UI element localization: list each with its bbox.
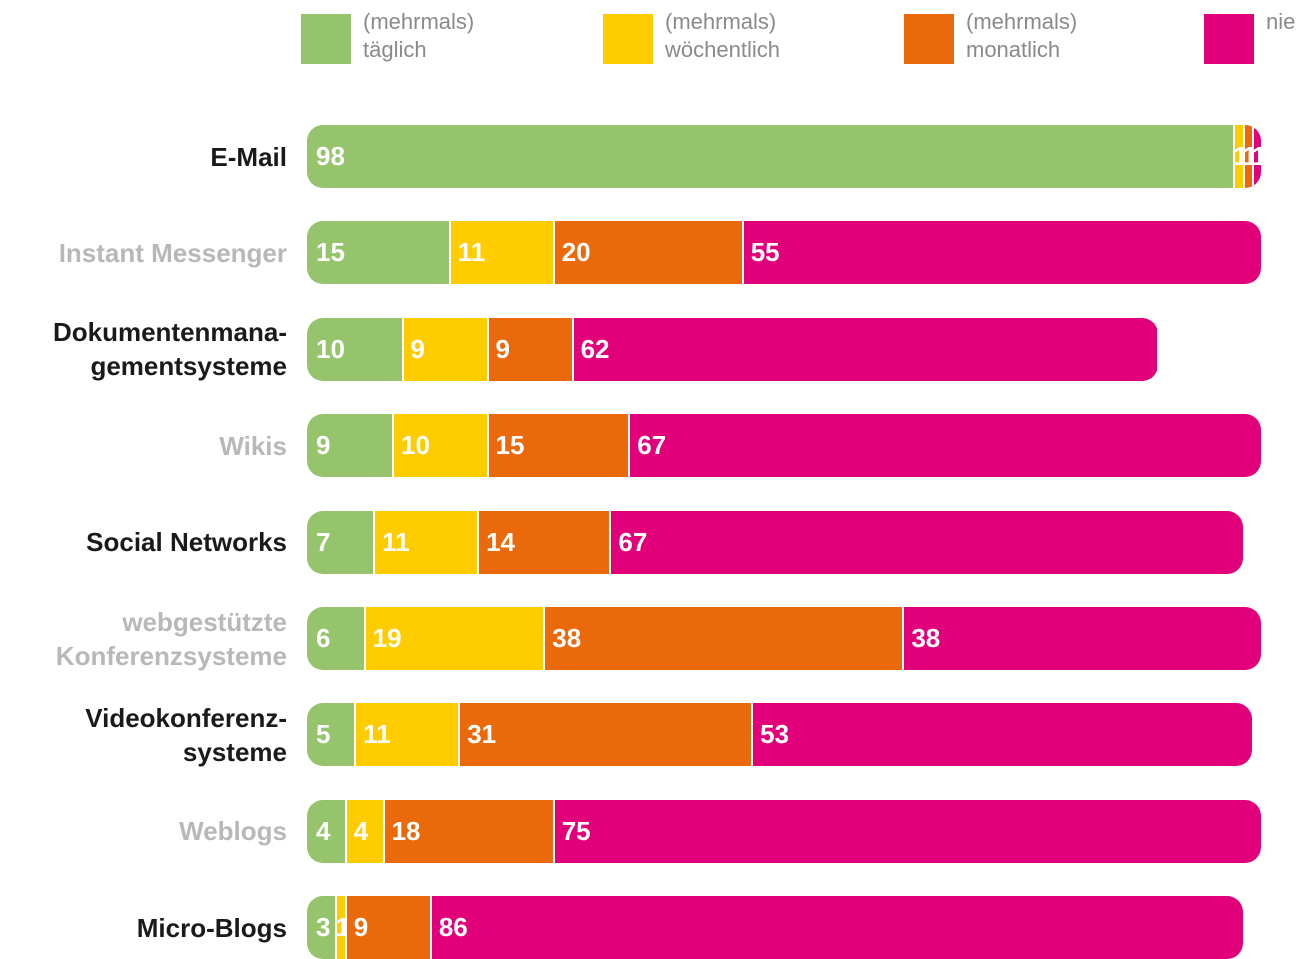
bar-segment (307, 703, 355, 767)
category-label: Dokumentenmana- gementsysteme (52, 317, 287, 382)
bar-row: 6 19 38 38 (307, 607, 1262, 670)
bar-row: 5 11 31 53 (307, 703, 1252, 767)
bar-segment (307, 317, 402, 381)
value-label: 18 (391, 815, 421, 846)
bar-segment (486, 414, 629, 478)
value-label: 15 (495, 430, 525, 461)
bar-segment (307, 510, 374, 574)
value-label: 53 (760, 719, 790, 750)
value-label: 7 (316, 526, 331, 557)
value-label: 11 (363, 719, 391, 750)
value-label: 19 (372, 623, 402, 653)
bar-row: 4 4 18 75 (307, 799, 1262, 863)
bar-segment (307, 607, 364, 670)
legend-swatch (904, 14, 954, 64)
value-label: 75 (561, 815, 591, 846)
bar-segment (448, 221, 553, 285)
bar-segment (307, 414, 393, 478)
bar-segment (1252, 125, 1262, 188)
bar-row: 15 11 20 55 (307, 221, 1262, 285)
bar-segment (543, 607, 903, 670)
bar-segment (392, 414, 487, 478)
value-label: 38 (552, 623, 582, 653)
bar-segment (363, 607, 544, 670)
value-label: 15 (316, 237, 345, 268)
bar-row: 98 1 1 1 (307, 125, 1262, 188)
value-label: 9 (495, 333, 511, 364)
value-label: 98 (316, 141, 345, 171)
value-label: 10 (401, 430, 430, 461)
bar-segment (335, 896, 345, 959)
legend-swatch (301, 14, 351, 64)
legend-label: (mehrmals) wöchentlich (665, 9, 780, 62)
bar-row: 10 9 9 62 (307, 317, 1158, 381)
category-label: Social Networks (86, 527, 287, 558)
category-label: Micro-Blogs (136, 912, 287, 943)
value-label: 9 (410, 333, 425, 364)
bar-segment (477, 510, 610, 574)
bar-segment (609, 510, 1243, 574)
bar-segment (458, 703, 752, 767)
bar-segment (552, 221, 742, 285)
value-label: 67 (618, 526, 648, 557)
category-label: Instant Messenger (58, 237, 287, 268)
value-label: 31 (467, 719, 497, 750)
bar-segment (307, 896, 336, 959)
bar-segment (354, 703, 459, 767)
bar-segment (382, 799, 553, 863)
legend-label: nie (1266, 9, 1296, 34)
value-label: 10 (316, 333, 345, 364)
bar-row: 9 10 15 67 (307, 414, 1262, 478)
bar-segment (1233, 125, 1243, 188)
value-label: 55 (750, 237, 780, 268)
bar-segment (486, 317, 572, 381)
category-label: Weblogs (179, 816, 287, 847)
value-label: 9 (316, 430, 331, 461)
bar-segment (344, 799, 383, 863)
bar-segment (307, 799, 345, 863)
bar-segment (401, 317, 487, 381)
value-label: 67 (637, 430, 667, 461)
bar-segment (344, 896, 430, 959)
bar-segment (1242, 125, 1252, 188)
bar-segment (571, 317, 1158, 381)
bar-row: 3 1 9 86 (307, 896, 1243, 959)
value-label: 3 (316, 912, 331, 943)
legend-label: (mehrmals) monatlich (966, 9, 1078, 62)
value-label: 5 (316, 719, 331, 750)
bar-segment (741, 221, 1262, 285)
bar-row: 7 11 14 67 (307, 510, 1243, 574)
category-label: Videokonferenz- systeme (85, 702, 287, 767)
value-label: 86 (438, 912, 468, 943)
value-label: 20 (561, 237, 591, 268)
bar-segment (552, 799, 1262, 863)
value-label: 11 (457, 237, 486, 268)
value-label: 4 (353, 815, 369, 846)
value-label: 6 (316, 623, 331, 653)
category-label: E-Mail (210, 141, 287, 172)
legend-label: (mehrmals) täglich (363, 9, 475, 62)
bar-segment (751, 703, 1252, 767)
bar-segment (307, 125, 1234, 188)
value-label: 1 (1252, 141, 1262, 171)
bar-segment (429, 896, 1243, 959)
bar-segment (628, 414, 1262, 478)
value-label: 38 (911, 623, 941, 653)
legend-swatch (603, 14, 653, 64)
bar-segment (307, 221, 449, 285)
category-label: webgestützte Konferenzsysteme (55, 606, 287, 671)
bar-segment (373, 510, 478, 574)
value-label: 11 (382, 526, 410, 557)
value-label: 14 (486, 526, 516, 557)
value-label: 4 (316, 815, 331, 846)
legend-swatch (1204, 14, 1254, 64)
category-label: Wikis (219, 430, 287, 461)
value-label: 62 (580, 333, 610, 364)
bar-segment (902, 607, 1262, 670)
value-label: 9 (353, 912, 369, 943)
